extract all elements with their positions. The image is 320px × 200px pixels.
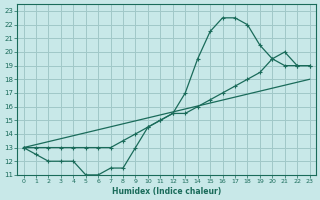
X-axis label: Humidex (Indice chaleur): Humidex (Indice chaleur): [112, 187, 221, 196]
